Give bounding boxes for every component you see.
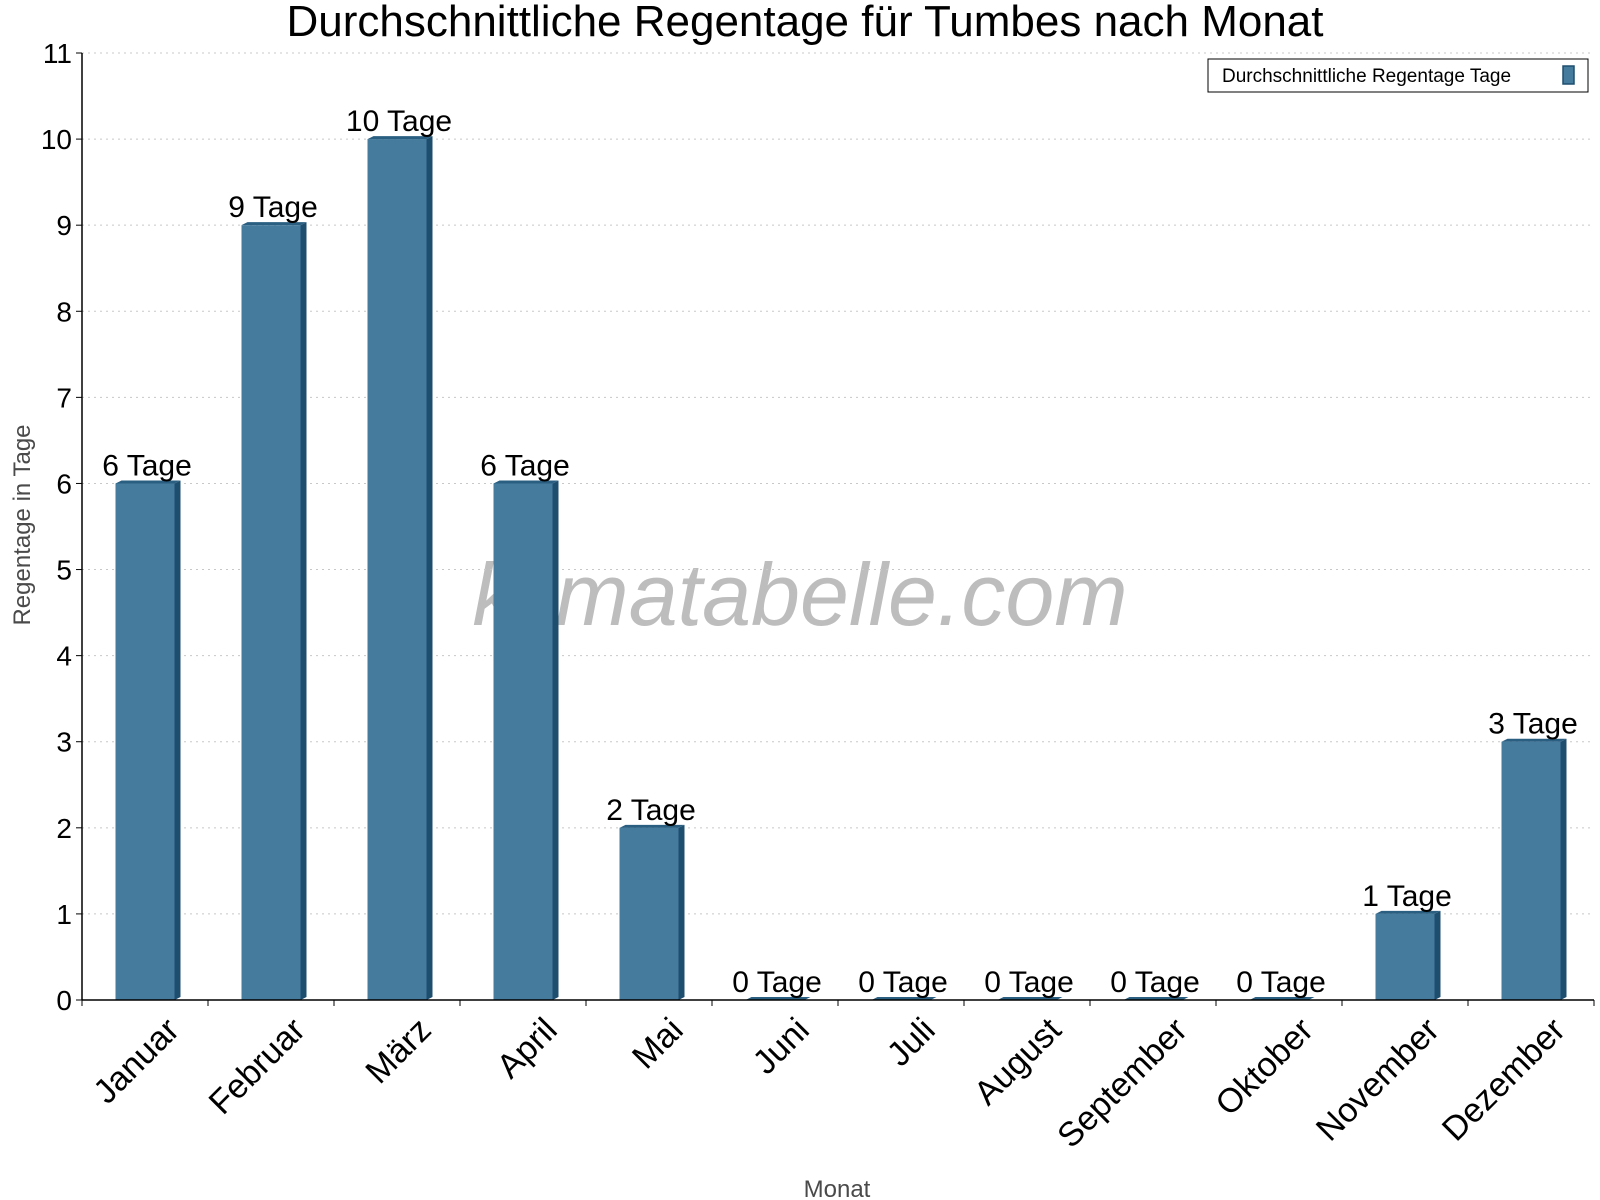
data-label: 3 Tage [1488, 708, 1578, 741]
y-tick-label: 6 [56, 468, 72, 499]
y-tick-label: 2 [56, 813, 72, 844]
bar-top [1501, 738, 1567, 742]
bar-top [619, 824, 685, 828]
bar [115, 483, 175, 1000]
legend: Durchschnittliche Regentage Tage [1207, 58, 1589, 93]
legend-swatch [1562, 65, 1575, 85]
bar-top [1375, 910, 1441, 914]
x-tick-label: Oktober [1208, 1011, 1320, 1123]
y-axis-label: Regentage in Tage [9, 424, 36, 625]
bar [241, 225, 301, 1000]
legend-box [1207, 58, 1589, 93]
data-label: 2 Tage [606, 794, 696, 827]
x-tick-label: Juli [880, 1011, 943, 1074]
x-tick-label: November [1309, 1011, 1447, 1149]
x-tick-label: September [1050, 1011, 1194, 1155]
data-label: 0 Tage [1110, 966, 1200, 999]
watermark: klimatabelle.com [472, 545, 1127, 644]
bar-side [426, 136, 433, 1000]
legend-item-label: Durchschnittliche Regentage Tage [1222, 66, 1511, 87]
y-tick-label: 5 [56, 555, 72, 586]
y-tick-label: 7 [56, 382, 72, 413]
bar-side [678, 824, 685, 1000]
data-label: 0 Tage [858, 966, 948, 999]
bar-top [115, 480, 181, 484]
data-label: 1 Tage [1362, 880, 1452, 913]
chart-title: Durchschnittliche Regentage für Tumbes n… [286, 0, 1323, 46]
data-label: 0 Tage [984, 966, 1074, 999]
bar [619, 827, 679, 1000]
y-tick-label: 8 [56, 296, 72, 327]
x-tick-label: Februar [202, 1011, 313, 1122]
bar [1375, 913, 1435, 1000]
bar-side [552, 480, 559, 1000]
bar-top [241, 222, 307, 226]
x-tick-label: Mai [625, 1011, 691, 1077]
y-tick-label: 3 [56, 727, 72, 758]
x-tick-label: August [967, 1010, 1069, 1112]
y-tick-label: 1 [56, 899, 72, 930]
data-label: 0 Tage [1236, 966, 1326, 999]
bar [1501, 741, 1561, 1000]
y-tick-label: 9 [56, 210, 72, 241]
bar-top [493, 480, 559, 484]
bar-side [300, 222, 307, 1000]
x-tick-label: Juni [746, 1011, 817, 1082]
data-label: 9 Tage [228, 191, 318, 224]
bar-top [367, 136, 433, 140]
x-tick-label: März [358, 1011, 438, 1091]
data-label: 10 Tage [346, 105, 452, 138]
data-label: 6 Tage [480, 449, 570, 482]
grid-lines [82, 52, 1594, 915]
x-tick-label: Januar [86, 1011, 186, 1111]
data-label: 6 Tage [102, 449, 192, 482]
x-tick-label: Dezember [1435, 1011, 1573, 1149]
bar [367, 139, 427, 1000]
bar [493, 483, 553, 1000]
y-tick-label: 10 [41, 124, 72, 155]
bar-side [174, 480, 181, 1000]
x-tick-label: April [490, 1011, 565, 1086]
y-tick-label: 11 [43, 38, 72, 69]
bar-side [1434, 910, 1441, 1000]
data-labels: 6 Tage 9 Tage 10 Tage 6 Tage 2 Tage 0 Tage 0 T… [102, 105, 1578, 999]
y-tick-label: 0 [56, 985, 72, 1016]
bars [115, 136, 1567, 1000]
bar-side [1560, 738, 1567, 1000]
y-tick-label: 4 [56, 641, 72, 672]
x-axis-label: Monat [804, 1176, 871, 1200]
data-label: 0 Tage [732, 966, 822, 999]
